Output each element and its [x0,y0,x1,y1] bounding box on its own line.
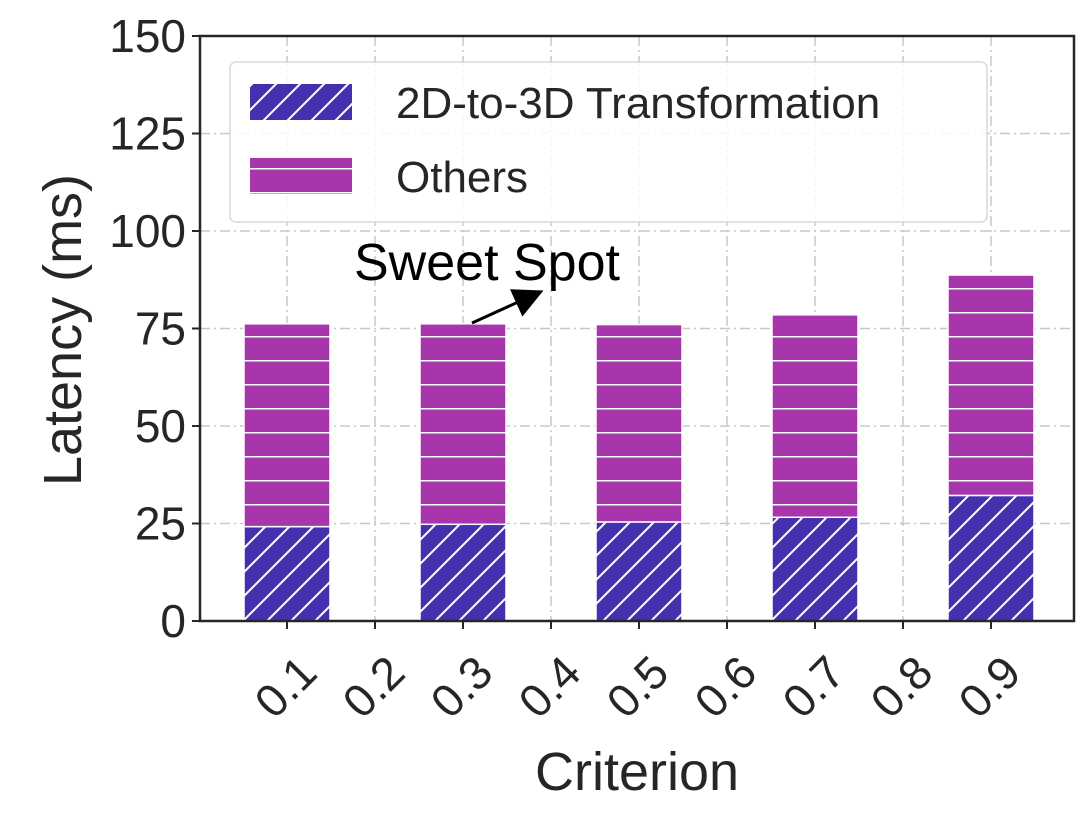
bar-transformation-0.9 [947,494,1035,622]
x-axis-ticks: 0.1 0.2 0.3 0.4 0.5 0.6 0.7 0.8 0.9 [244,621,1030,728]
x-tick-label: 0.6 [684,646,766,728]
bar-transformation-0.7 [771,516,859,622]
legend-label-others: Others [396,153,528,202]
y-axis-ticks: 0 25 50 75 100 125 150 [109,10,200,647]
annotation-arrow [471,289,544,325]
y-tick-label: 150 [109,10,186,62]
legend-swatch-transformation [250,84,352,120]
legend: 2D-to-3D Transformation Others [229,61,988,223]
bar-others-0.5 [595,323,683,523]
bar-others-0.3 [419,323,507,526]
x-tick-label: 0.7 [772,646,854,728]
y-tick-label: 25 [135,498,186,550]
x-axis-title: Criterion [535,742,739,802]
y-tick-label: 125 [109,108,186,160]
x-tick-label: 0.1 [244,646,326,728]
x-tick-label: 0.2 [332,646,414,728]
bar-transformation-0.5 [595,521,683,622]
x-tick-label: 0.5 [596,646,678,728]
bar-others-0.7 [771,314,859,519]
x-tick-label: 0.3 [420,646,502,728]
x-tick-label: 0.8 [860,646,942,728]
sweet-spot-annotation: Sweet Spot [354,234,620,325]
bar-transformation-0.3 [419,523,507,622]
y-tick-label: 50 [135,400,186,452]
x-tick-label: 0.9 [948,646,1030,728]
legend-box [229,61,988,223]
legend-swatch-others [250,158,352,194]
x-tick-label: 0.4 [508,646,590,728]
bar-transformation-0.1 [243,525,331,622]
bar-others-0.9 [947,274,1035,497]
legend-label-transformation: 2D-to-3D Transformation [396,79,880,128]
y-tick-label: 100 [109,205,186,257]
bars [243,274,1035,622]
annotation-label: Sweet Spot [354,234,620,292]
y-tick-label: 0 [160,595,186,647]
bar-others-0.1 [243,323,331,528]
y-axis-title: Latency (ms) [33,174,93,486]
y-tick-label: 75 [135,303,186,355]
